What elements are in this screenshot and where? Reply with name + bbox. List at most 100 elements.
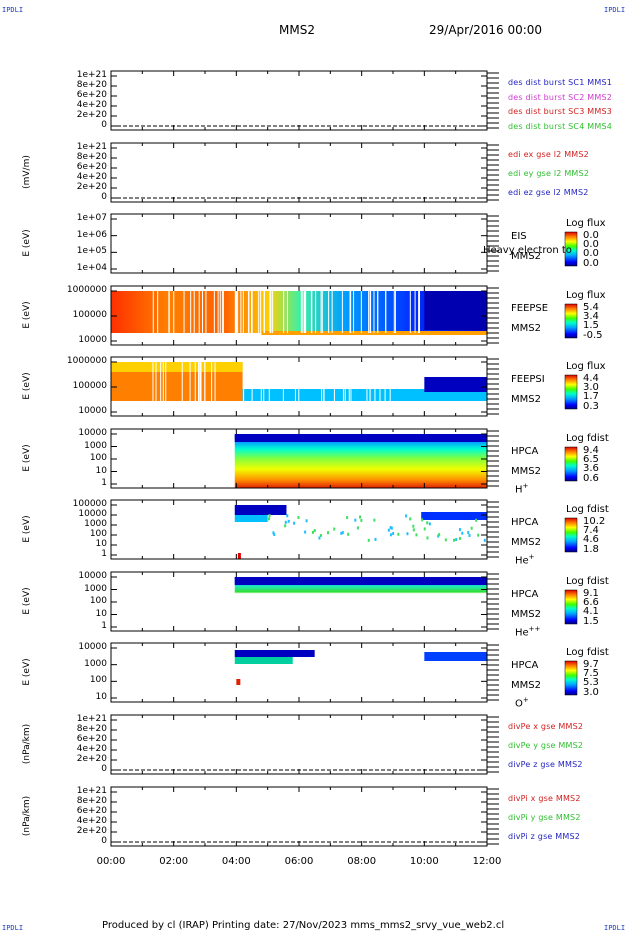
y-tick-label: 4e+20 bbox=[76, 816, 107, 826]
species-label: H+ bbox=[515, 482, 529, 496]
data-gap bbox=[165, 362, 167, 401]
colorbar-tick-label: 9.7 bbox=[583, 659, 599, 670]
colorbar-tick-label: 7.4 bbox=[583, 525, 599, 537]
spectrogram-speck bbox=[421, 518, 424, 522]
spectrogram-hpca-he2-top bbox=[234, 577, 487, 585]
y-tick-label: 100000 bbox=[72, 499, 107, 509]
colorbar-tick-label: 1.5 bbox=[583, 320, 599, 332]
y-tick-label: 1e+21 bbox=[76, 142, 107, 152]
data-gap bbox=[263, 362, 265, 401]
data-gap bbox=[300, 291, 302, 333]
spectrogram-speck bbox=[346, 515, 349, 519]
instrument-label: FEEPSE bbox=[511, 303, 549, 314]
panel-frame bbox=[110, 142, 488, 203]
data-gap bbox=[283, 291, 285, 333]
data-gap bbox=[211, 362, 213, 401]
colorbar-tick-label: 1.8 bbox=[583, 543, 599, 555]
species-charge: + bbox=[522, 696, 529, 704]
spectrogram-speck bbox=[438, 533, 441, 537]
data-gap bbox=[152, 362, 154, 401]
spectrogram-speck bbox=[373, 518, 376, 522]
y-tick-label: 4e+20 bbox=[76, 100, 107, 110]
spectrogram-hpca-o-mid bbox=[234, 657, 293, 664]
data-gap bbox=[298, 362, 300, 401]
data-gap bbox=[250, 291, 252, 333]
data-gap bbox=[222, 291, 224, 333]
spectrogram-speck bbox=[267, 517, 270, 521]
y-tick-label: 8e+20 bbox=[76, 724, 107, 734]
data-gap bbox=[341, 291, 343, 333]
y-tick-label: 0 bbox=[101, 764, 107, 774]
y-axis-label: E (eV) bbox=[22, 371, 32, 400]
data-gap bbox=[221, 291, 223, 333]
data-gap bbox=[286, 291, 288, 333]
spectrogram-speck bbox=[287, 519, 290, 523]
y-tick-label: 1e+05 bbox=[76, 246, 107, 257]
data-gap bbox=[302, 291, 304, 333]
legend-item: des dist burst SC2 MMS2 bbox=[508, 92, 613, 102]
corner-label-top-right: IPDLI bbox=[604, 6, 626, 14]
y-tick-label: 10 bbox=[95, 608, 107, 619]
y-tick-label: 10 bbox=[95, 539, 107, 549]
data-gap bbox=[394, 291, 396, 333]
spectrogram-speck bbox=[458, 536, 461, 540]
y-tick-label: 100 bbox=[89, 529, 107, 539]
legend-item: des dist burst SC4 MMS4 bbox=[508, 121, 613, 131]
y-tick-label: 1000 bbox=[84, 519, 107, 529]
y-tick-label: 1e+07 bbox=[76, 213, 107, 223]
spectrogram-speck bbox=[428, 522, 431, 526]
data-gap bbox=[360, 291, 362, 333]
spectrogram-speck bbox=[340, 531, 343, 535]
legend-item: divPe z gse MMS2 bbox=[508, 760, 583, 769]
panel-frame bbox=[110, 70, 488, 131]
colorbar-tick-label: 7.5 bbox=[583, 668, 599, 680]
species-label: O+ bbox=[515, 696, 529, 710]
colorbar bbox=[564, 303, 578, 339]
y-tick-label: 1e+06 bbox=[76, 229, 107, 240]
spectrogram-speck bbox=[444, 538, 447, 542]
spectrogram-hpca-o bbox=[234, 650, 315, 657]
data-gap bbox=[272, 291, 274, 333]
y-tick-label: 0 bbox=[101, 836, 107, 846]
y-axis-label: E (eV) bbox=[22, 586, 32, 615]
x-tick-label: 06:00 bbox=[284, 856, 314, 867]
colorbar-title: Log flux bbox=[566, 218, 606, 229]
data-gap bbox=[268, 362, 270, 401]
colorbar-tick-label: 10.2 bbox=[583, 516, 606, 527]
data-gap bbox=[235, 291, 237, 333]
y-tick-label: 10000 bbox=[78, 335, 107, 345]
colorbar-tick-label: 4.4 bbox=[583, 373, 599, 384]
y-tick-label: 1000 bbox=[84, 658, 107, 669]
spectrogram-feepsi-top bbox=[111, 362, 243, 372]
data-gap bbox=[379, 362, 381, 401]
data-gap bbox=[310, 291, 312, 333]
y-axis-label: E (eV) bbox=[22, 300, 32, 329]
data-gap bbox=[270, 291, 272, 333]
corner-label-top-left: IPDLI bbox=[2, 6, 24, 14]
spectrogram-hpca-he1 bbox=[234, 505, 287, 515]
spectrogram-speck bbox=[409, 517, 412, 521]
data-gap bbox=[260, 291, 262, 333]
spectrogram-speck bbox=[423, 527, 426, 531]
data-gap bbox=[333, 362, 335, 401]
spacecraft-label: MMS2 bbox=[511, 680, 541, 691]
colorbar-tick-label: 0.0 bbox=[583, 257, 599, 269]
data-gap bbox=[349, 291, 351, 333]
data-gap bbox=[414, 291, 416, 333]
data-gap bbox=[214, 362, 216, 401]
spectrogram-speck bbox=[458, 528, 461, 532]
spectrogram-speck bbox=[273, 533, 276, 537]
spectrogram-speck bbox=[389, 533, 392, 537]
spectrogram-hpca-o-right bbox=[424, 652, 487, 661]
spectrogram-speck bbox=[312, 530, 315, 534]
data-gap bbox=[198, 291, 200, 333]
data-gap bbox=[321, 362, 323, 401]
colorbar-tick-label: 6.6 bbox=[583, 597, 599, 609]
spectrogram-speck bbox=[367, 538, 370, 542]
data-gap bbox=[366, 362, 368, 401]
data-gap bbox=[385, 291, 387, 333]
data-gap bbox=[294, 362, 296, 401]
y-tick-label: 6e+20 bbox=[76, 162, 107, 172]
data-gap bbox=[342, 362, 344, 401]
data-gap bbox=[344, 362, 346, 401]
